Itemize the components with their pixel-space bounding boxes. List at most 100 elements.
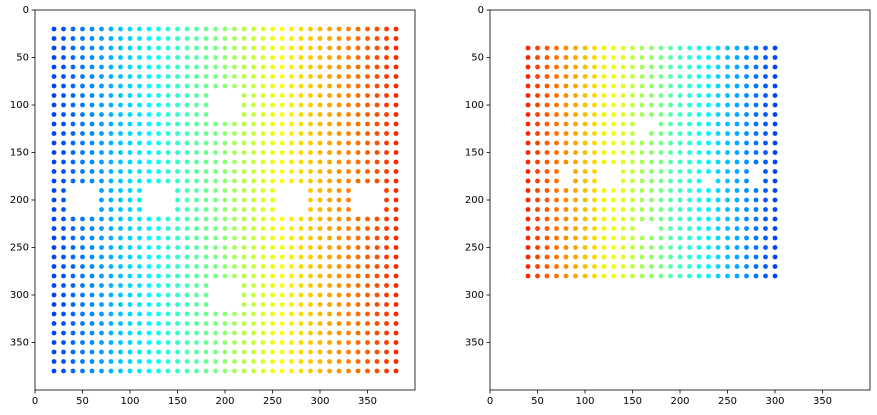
point xyxy=(279,74,285,79)
point xyxy=(753,74,759,79)
point xyxy=(592,64,597,70)
point xyxy=(327,359,332,364)
point xyxy=(118,159,123,165)
point xyxy=(279,216,285,222)
point xyxy=(630,178,635,184)
point xyxy=(734,178,740,184)
point xyxy=(696,273,702,279)
point xyxy=(232,45,237,51)
point xyxy=(137,254,142,260)
point xyxy=(649,188,654,193)
point xyxy=(563,64,569,70)
point xyxy=(374,330,380,336)
y-tick-label: 250 xyxy=(10,243,29,254)
point xyxy=(127,45,133,51)
point xyxy=(317,321,323,326)
point xyxy=(668,226,673,231)
point xyxy=(99,64,104,70)
point xyxy=(658,150,664,155)
point xyxy=(251,45,256,51)
point xyxy=(630,188,635,193)
point xyxy=(355,340,361,345)
point xyxy=(308,121,313,127)
point xyxy=(118,226,123,231)
point xyxy=(118,235,123,241)
point xyxy=(535,178,540,184)
point xyxy=(573,235,578,241)
point xyxy=(365,264,370,269)
point xyxy=(251,159,256,165)
point xyxy=(80,292,85,298)
point xyxy=(563,140,569,146)
point xyxy=(175,254,180,260)
point xyxy=(270,112,275,117)
point xyxy=(592,216,597,222)
point xyxy=(668,64,673,70)
point xyxy=(535,64,540,70)
point xyxy=(156,83,161,89)
point xyxy=(620,226,626,231)
point xyxy=(175,340,180,345)
point xyxy=(355,121,361,127)
point xyxy=(393,74,399,79)
point xyxy=(327,169,332,174)
point xyxy=(355,102,361,108)
point xyxy=(222,64,228,70)
point xyxy=(563,93,569,98)
point xyxy=(734,83,740,89)
point xyxy=(61,45,66,51)
point xyxy=(165,121,171,127)
point xyxy=(146,292,152,298)
point xyxy=(336,207,342,212)
x-tick-label: 300 xyxy=(310,396,329,407)
point xyxy=(535,112,540,117)
point xyxy=(753,64,759,70)
point xyxy=(146,36,152,41)
point xyxy=(156,321,161,326)
point xyxy=(194,340,199,345)
point xyxy=(70,273,76,279)
point xyxy=(336,178,342,184)
point xyxy=(203,235,209,241)
point xyxy=(384,368,389,374)
point xyxy=(317,188,323,193)
point xyxy=(61,102,66,108)
point xyxy=(251,150,256,155)
point xyxy=(89,235,95,241)
point xyxy=(336,292,342,298)
point xyxy=(289,321,294,326)
point xyxy=(630,273,635,279)
point xyxy=(554,74,559,79)
point xyxy=(620,150,626,155)
point xyxy=(308,254,313,260)
point xyxy=(184,197,190,203)
point xyxy=(706,226,711,231)
point xyxy=(715,254,721,260)
point xyxy=(639,188,645,193)
point xyxy=(384,131,389,136)
point xyxy=(393,207,399,212)
point xyxy=(289,302,294,307)
point xyxy=(734,273,740,279)
point xyxy=(544,226,550,231)
point xyxy=(715,264,721,269)
point xyxy=(213,264,218,269)
point xyxy=(706,112,711,117)
point xyxy=(611,254,616,260)
point xyxy=(270,178,275,184)
point xyxy=(620,159,626,165)
point xyxy=(753,93,759,98)
point xyxy=(573,112,578,117)
point xyxy=(232,264,237,269)
point xyxy=(525,93,531,98)
point xyxy=(99,311,104,317)
y-tick-label: 350 xyxy=(465,338,484,349)
point xyxy=(175,349,180,355)
point xyxy=(706,64,711,70)
point xyxy=(573,64,578,70)
point xyxy=(346,197,351,203)
point xyxy=(763,273,768,279)
point xyxy=(61,36,66,41)
point xyxy=(544,93,550,98)
point xyxy=(70,235,76,241)
